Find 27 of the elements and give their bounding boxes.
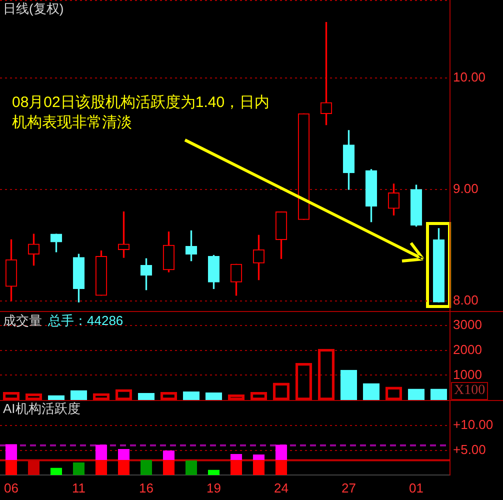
y-tick-label: 8.00 [453, 292, 478, 308]
y-tick-label: 2000 [453, 342, 482, 357]
bar [138, 392, 155, 400]
chart-title: 日线(复权) [3, 1, 64, 17]
y-tick-label: 1000 [453, 366, 482, 382]
x-tick-label: 16 [139, 480, 154, 496]
x-tick-label: 19 [206, 480, 221, 496]
y-tick-label: 10.00 [453, 70, 486, 85]
bar [340, 370, 358, 400]
bar [182, 391, 200, 400]
chart-subtitle: 总手：44286 [48, 313, 124, 329]
chart-title: AI机构活跃度 [3, 401, 80, 417]
y-axis-title: X100 [451, 382, 488, 400]
x-tick-label: 06 [4, 480, 18, 496]
annotation: 08月02日该股机构活跃度为1.40，日内机构表现非常清淡 [12, 93, 271, 133]
y-tick-label: 3000 [453, 317, 482, 332]
bar [48, 395, 65, 400]
bar [208, 470, 220, 475]
x-tick-label: 11 [72, 480, 86, 496]
chart-title: 成交量 [3, 313, 42, 329]
x-tick-label: 24 [274, 480, 288, 496]
y-tick-label: +5.00 [453, 442, 486, 457]
x-tick-label: 27 [342, 480, 356, 496]
y-tick-label: 9.00 [453, 181, 478, 196]
x-tick-label: 01 [409, 480, 424, 496]
y-tick-label: +10.00 [453, 417, 494, 432]
bar [205, 392, 222, 400]
